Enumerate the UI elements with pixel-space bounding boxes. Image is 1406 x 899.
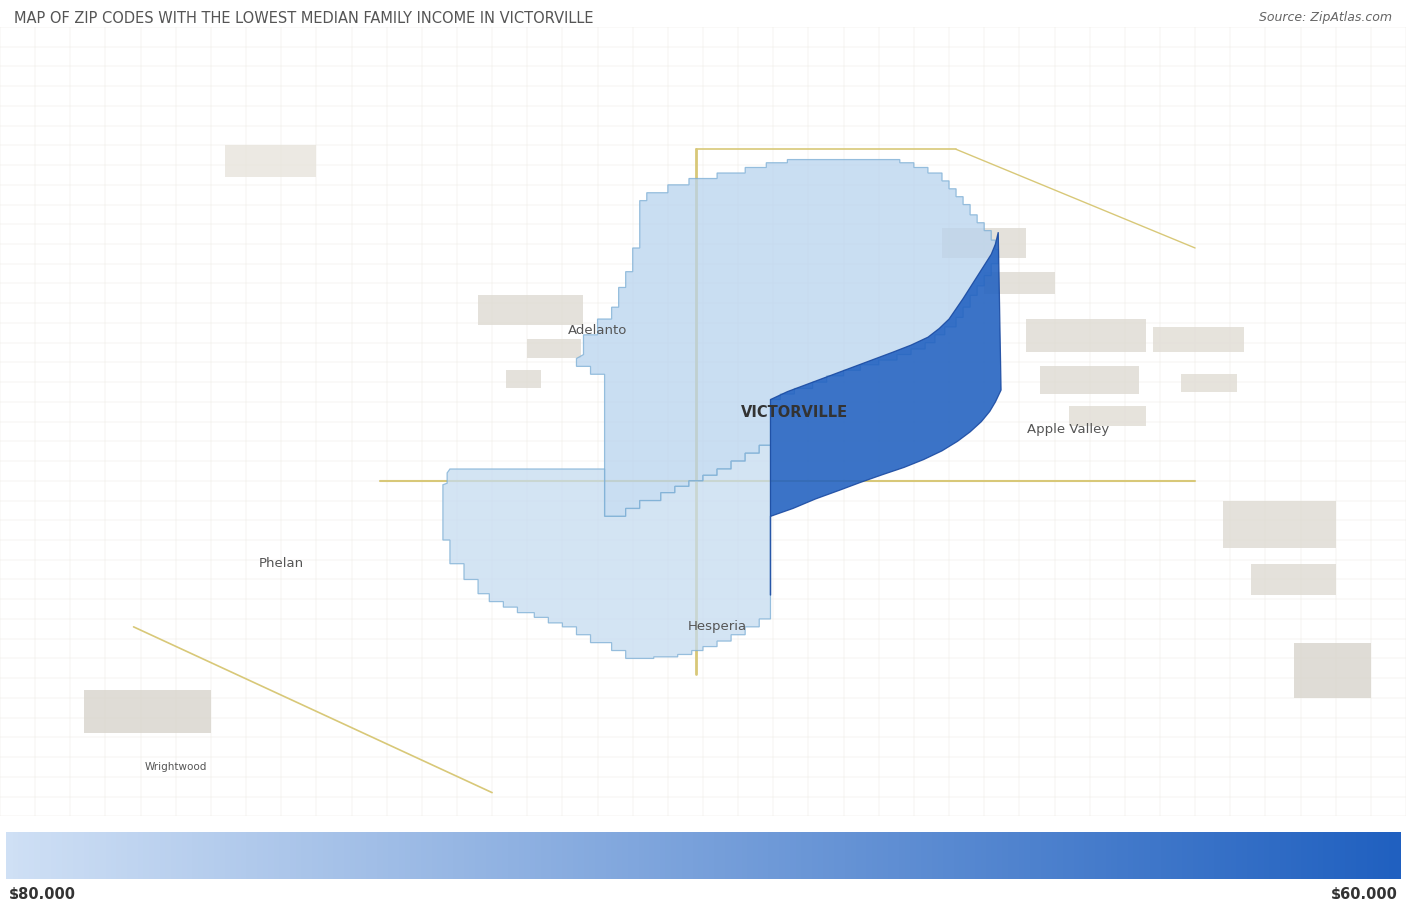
Bar: [984, 271, 1054, 294]
Bar: [1153, 327, 1244, 352]
Bar: [942, 228, 1026, 258]
Text: Wrightwood: Wrightwood: [145, 762, 207, 772]
Bar: [1181, 374, 1237, 392]
Text: Apple Valley: Apple Valley: [1028, 423, 1109, 436]
Bar: [1026, 319, 1146, 352]
Bar: [527, 339, 581, 359]
Bar: [1069, 405, 1146, 425]
Bar: [478, 296, 583, 325]
Text: MAP OF ZIP CODES WITH THE LOWEST MEDIAN FAMILY INCOME IN VICTORVILLE: MAP OF ZIP CODES WITH THE LOWEST MEDIAN …: [14, 11, 593, 26]
Polygon shape: [443, 445, 770, 658]
Text: Hesperia: Hesperia: [688, 620, 747, 634]
Text: Phelan: Phelan: [259, 557, 304, 570]
Text: VICTORVILLE: VICTORVILLE: [741, 405, 848, 420]
Bar: [1251, 564, 1336, 595]
Polygon shape: [770, 232, 1001, 595]
Bar: [84, 690, 211, 734]
Text: Adelanto: Adelanto: [568, 325, 627, 337]
Text: $60,000: $60,000: [1330, 887, 1398, 899]
Bar: [1040, 367, 1139, 394]
Text: Source: ZipAtlas.com: Source: ZipAtlas.com: [1258, 11, 1392, 23]
Bar: [1223, 501, 1336, 547]
Text: $80,000: $80,000: [8, 887, 76, 899]
Bar: [506, 370, 541, 387]
Bar: [1294, 643, 1371, 698]
Polygon shape: [576, 160, 998, 516]
Bar: [225, 146, 316, 177]
